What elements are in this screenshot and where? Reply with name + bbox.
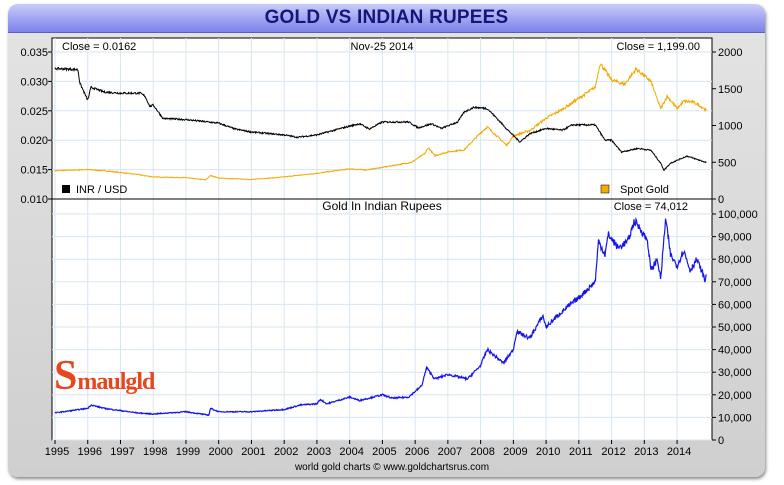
left-tick-label: 0.015 (20, 165, 48, 177)
legend-swatch-gold (600, 184, 610, 194)
right-tick-label: 0 (718, 194, 724, 206)
right-tick-label: 60,000 (718, 299, 752, 311)
x-tick-label: 2010 (536, 446, 560, 458)
x-tick-label: 2006 (405, 446, 429, 458)
x-tick-label: 1998 (143, 446, 167, 458)
right-tick-label: 80,000 (718, 254, 752, 266)
legend-swatch-inr (62, 185, 70, 193)
right-tick-label: 2000 (718, 47, 742, 59)
smaulgld-logo: Smaulgld (54, 353, 155, 399)
x-tick-label: 2000 (208, 446, 232, 458)
right-tick-label: 10,000 (718, 412, 752, 424)
legend-gold: Spot Gold (620, 184, 669, 196)
right-tick-label: 70,000 (718, 277, 752, 289)
left-tick-label: 0.025 (20, 106, 48, 118)
left-tick-label: 0.030 (20, 76, 48, 88)
x-tick-label: 2005 (372, 446, 396, 458)
footer-credit: world gold charts © www.goldchartsrus.co… (294, 462, 490, 473)
x-tick-label: 1997 (110, 446, 134, 458)
gold-in-inr-line (54, 216, 707, 417)
right-tick-label: 40,000 (718, 345, 752, 357)
inr-usd-line (54, 66, 707, 172)
right-tick-label: 30,000 (718, 367, 752, 379)
x-tick-label: 2001 (241, 446, 265, 458)
axes: 1995 1996 1997 1998 1999 2000 2001 2002 2003 2004… (20, 47, 757, 458)
x-tick-label: 1999 (176, 446, 200, 458)
x-tick-label: 1995 (45, 446, 69, 458)
x-tick-label: 2011 (569, 446, 593, 458)
chart-title: GOLD VS INDIAN RUPEES (8, 4, 765, 33)
x-tick-label: 2002 (274, 446, 298, 458)
legend-inr: INR / USD (76, 184, 127, 196)
x-tick-label: 2008 (470, 446, 494, 458)
date-label: Nov-25 2014 (351, 41, 414, 53)
gold-close-label: Close = 1,199.00 (617, 41, 700, 53)
inr-gold-close-label: Close = 74,012 (614, 201, 688, 213)
right-tick-label: 1000 (718, 121, 742, 133)
series-lines (54, 63, 707, 417)
x-tick-label: 2003 (307, 446, 331, 458)
left-tick-label: 0.020 (20, 135, 48, 147)
x-tick-label: 2014 (667, 446, 691, 458)
inr-close-label: Close = 0.0162 (62, 41, 136, 53)
x-tick-label: 1996 (77, 446, 101, 458)
left-tick-label: 0.035 (20, 47, 48, 59)
bottom-panel-title: Gold In Indian Rupees (322, 199, 441, 213)
right-tick-label: 90,000 (718, 232, 752, 244)
x-tick-label: 2007 (438, 446, 462, 458)
x-tick-label: 2009 (503, 446, 527, 458)
x-tick-label: 2013 (634, 446, 658, 458)
right-tick-label: 0 (718, 435, 724, 447)
right-tick-label: 500 (718, 157, 736, 169)
right-tick-label: 50,000 (718, 322, 752, 334)
spot-gold-line (54, 63, 707, 181)
x-tick-label: 2004 (339, 446, 363, 458)
x-tick-label: 2012 (601, 446, 625, 458)
left-tick-label: 0.010 (20, 194, 48, 206)
right-tick-label: 100,000 (718, 209, 758, 221)
right-tick-label: 1500 (718, 84, 742, 96)
right-tick-label: 20,000 (718, 390, 752, 402)
